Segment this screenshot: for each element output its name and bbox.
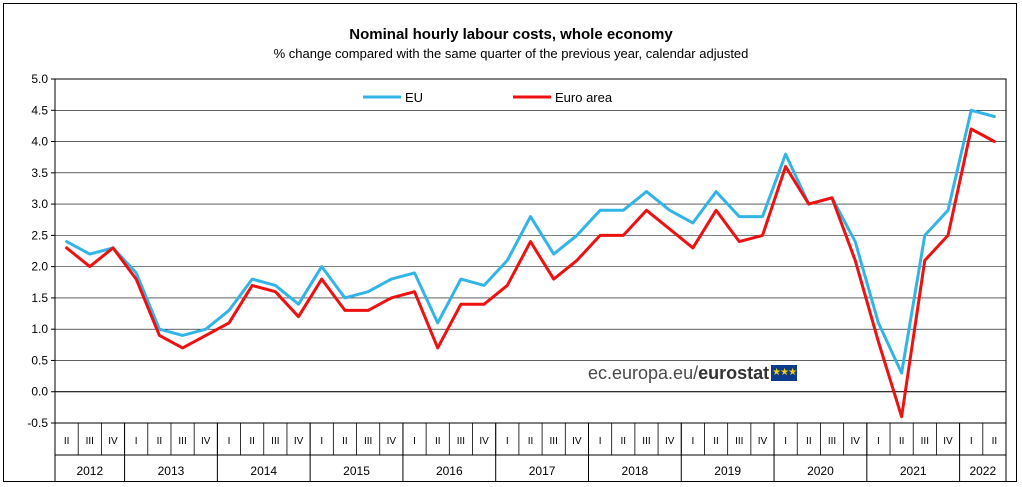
quarter-label: III bbox=[86, 436, 94, 447]
chart-subtitle: % change compared with the same quarter … bbox=[273, 46, 749, 61]
eurostat-watermark: ec.europa.eu/eurostat ★★★ bbox=[588, 363, 798, 384]
quarter-label: IV bbox=[851, 436, 861, 447]
quarter-label: IV bbox=[758, 436, 768, 447]
quarter-label: I bbox=[135, 436, 138, 447]
y-tick-label: 0.0 bbox=[31, 385, 48, 399]
y-tick-label: 2.0 bbox=[31, 260, 48, 274]
quarter-label: III bbox=[178, 436, 186, 447]
y-tick-label: 5.0 bbox=[31, 72, 48, 86]
quarter-label: II bbox=[249, 436, 255, 447]
quarter-label: III bbox=[271, 436, 279, 447]
quarter-label: III bbox=[364, 436, 372, 447]
quarter-label: IV bbox=[294, 436, 304, 447]
quarter-label: II bbox=[528, 436, 534, 447]
year-label: 2019 bbox=[714, 464, 741, 478]
eu-flag-icon: ★★★ bbox=[771, 365, 798, 381]
year-label: 2014 bbox=[250, 464, 277, 478]
quarter-label: I bbox=[970, 436, 973, 447]
year-label: 2021 bbox=[900, 464, 927, 478]
quarter-label: I bbox=[506, 436, 509, 447]
year-label: 2020 bbox=[807, 464, 834, 478]
quarter-label: IV bbox=[108, 436, 118, 447]
y-tick-label: 3.5 bbox=[31, 166, 48, 180]
quarter-label: II bbox=[620, 436, 626, 447]
year-label: 2018 bbox=[622, 464, 649, 478]
quarter-label: II bbox=[342, 436, 348, 447]
quarter-label: I bbox=[320, 436, 323, 447]
quarter-label: III bbox=[735, 436, 743, 447]
y-tick-label: 4.0 bbox=[31, 135, 48, 149]
quarter-label: I bbox=[877, 436, 880, 447]
quarter-label: IV bbox=[479, 436, 489, 447]
series-line-eu bbox=[65, 108, 996, 375]
quarter-label: II bbox=[64, 436, 70, 447]
quarter-label: I bbox=[784, 436, 787, 447]
y-tick-label: 4.5 bbox=[31, 103, 48, 117]
quarter-label: I bbox=[599, 436, 602, 447]
quarter-label: II bbox=[713, 436, 719, 447]
quarter-label: II bbox=[899, 436, 905, 447]
year-label: 2013 bbox=[158, 464, 185, 478]
plot-area bbox=[54, 78, 1007, 424]
y-tick-label: 2.5 bbox=[31, 228, 48, 242]
quarter-label: III bbox=[828, 436, 836, 447]
y-tick-label: 0.5 bbox=[31, 353, 48, 367]
quarter-label: IV bbox=[665, 436, 675, 447]
quarter-label: I bbox=[691, 436, 694, 447]
quarter-label: III bbox=[921, 436, 929, 447]
series-line-euro-area bbox=[65, 127, 996, 419]
quarter-label: I bbox=[413, 436, 416, 447]
year-label: 2016 bbox=[436, 464, 463, 478]
quarter-label: IV bbox=[572, 436, 582, 447]
watermark-prefix: ec.europa.eu/ bbox=[588, 363, 699, 383]
year-label: 2015 bbox=[343, 464, 370, 478]
year-label: 2022 bbox=[969, 464, 996, 478]
quarter-label: II bbox=[992, 436, 998, 447]
y-tick-label: 3.0 bbox=[31, 197, 48, 211]
legend-label: Euro area bbox=[555, 90, 613, 105]
watermark-brand: eurostat bbox=[698, 363, 770, 383]
quarter-label: II bbox=[157, 436, 163, 447]
quarter-label: IV bbox=[387, 436, 397, 447]
legend-label: EU bbox=[405, 90, 423, 105]
quarter-label: III bbox=[457, 436, 465, 447]
quarter-label: I bbox=[228, 436, 231, 447]
y-tick-label: -0.5 bbox=[27, 416, 48, 430]
chart-title: Nominal hourly labour costs, whole econo… bbox=[349, 26, 673, 43]
year-label: 2017 bbox=[529, 464, 556, 478]
quarter-label: IV bbox=[943, 436, 953, 447]
quarter-label: IV bbox=[201, 436, 211, 447]
quarter-label: III bbox=[550, 436, 558, 447]
quarter-label: II bbox=[435, 436, 441, 447]
year-label: 2012 bbox=[76, 464, 103, 478]
y-tick-label: 1.0 bbox=[31, 322, 48, 336]
y-tick-label: 1.5 bbox=[31, 291, 48, 305]
quarter-label: III bbox=[642, 436, 650, 447]
quarter-label: II bbox=[806, 436, 812, 447]
